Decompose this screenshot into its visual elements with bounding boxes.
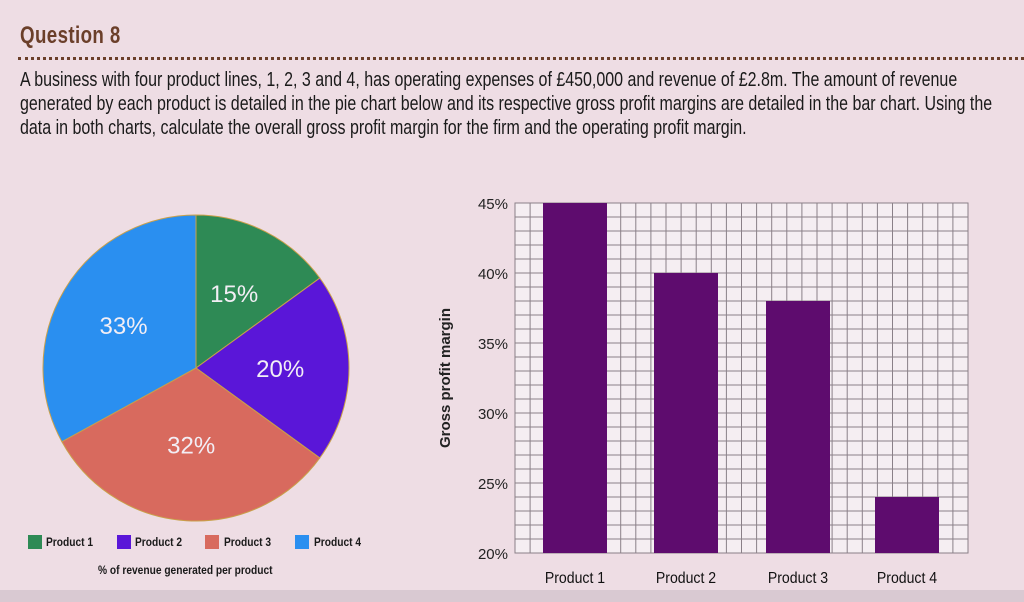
x-tick-label: Product 3 bbox=[768, 569, 828, 587]
y-tick-label: 20% bbox=[478, 546, 508, 563]
y-tick-label: 40% bbox=[478, 266, 508, 283]
y-tick-label: 30% bbox=[478, 406, 508, 423]
legend-label-product-2: Product 2 bbox=[135, 535, 183, 549]
bar-product-4 bbox=[875, 497, 939, 553]
x-tick-label: Product 4 bbox=[877, 569, 937, 587]
pie-label-1: 15% bbox=[210, 281, 258, 308]
pie-slice-3 bbox=[61, 367, 321, 522]
legend-label-product-1: Product 1 bbox=[46, 535, 94, 549]
pie-label-3: 32% bbox=[167, 432, 215, 459]
legend-label-product-3: Product 3 bbox=[224, 535, 272, 549]
x-tick-label: Product 2 bbox=[656, 569, 716, 587]
pie-label-4: 33% bbox=[100, 313, 148, 340]
legend-label-product-4: Product 4 bbox=[314, 535, 362, 549]
pie-label-2: 20% bbox=[256, 356, 304, 383]
legend-swatch-product-2 bbox=[117, 535, 131, 549]
y-tick-label: 25% bbox=[478, 476, 508, 493]
y-tick-label: 45% bbox=[478, 196, 508, 213]
pie-slice-1 bbox=[195, 214, 321, 369]
x-tick-label: Product 1 bbox=[545, 569, 605, 587]
legend-swatch-product-1 bbox=[28, 535, 42, 549]
legend-swatch-product-3 bbox=[205, 535, 219, 549]
pie-slice-4 bbox=[42, 214, 197, 443]
y-axis-label: Gross profit margin bbox=[437, 308, 454, 448]
question-title: Question 8 bbox=[20, 22, 121, 49]
page-edge bbox=[0, 590, 1024, 602]
y-tick-label: 35% bbox=[478, 336, 508, 353]
question-text: A business with four product lines, 1, 2… bbox=[20, 69, 993, 139]
bar-product-2 bbox=[654, 273, 718, 553]
title-divider bbox=[18, 57, 1024, 60]
pie-slice-2 bbox=[195, 277, 350, 459]
legend-swatch-product-4 bbox=[295, 535, 309, 549]
bar-product-3 bbox=[766, 301, 830, 553]
bar-product-1 bbox=[543, 203, 607, 553]
pie-caption: % of revenue generated per product bbox=[98, 563, 273, 577]
